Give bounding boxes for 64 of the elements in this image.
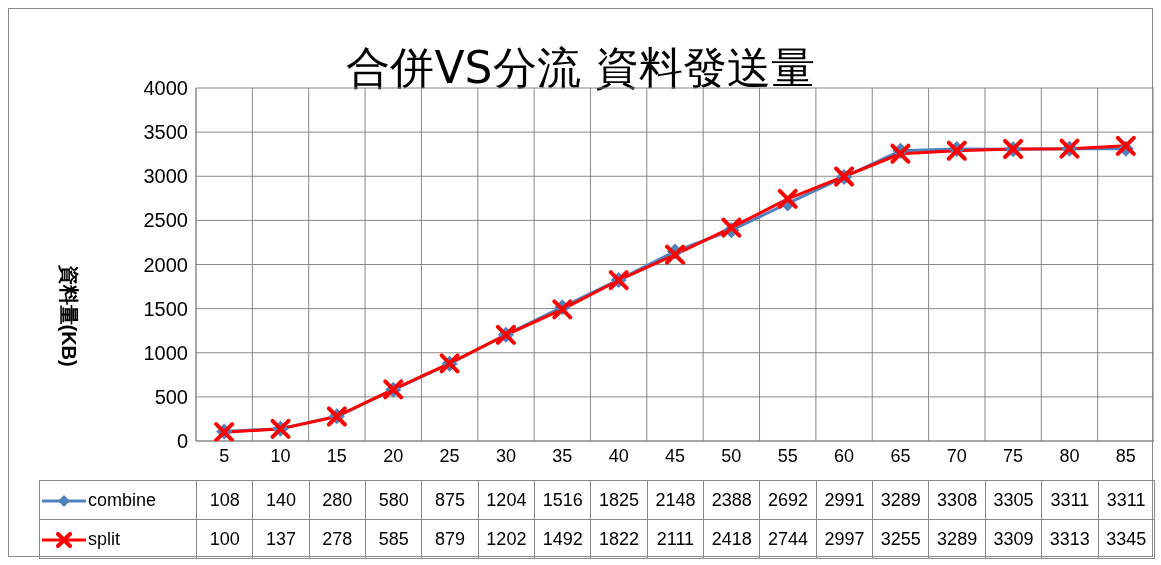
data-label: 2148 [647, 480, 704, 520]
legend-label: split [39, 519, 197, 559]
y-tick-label: 2500 [143, 209, 188, 232]
data-label: 879 [421, 519, 479, 559]
data-label: 100 [196, 519, 253, 559]
y-tick-label: 4000 [143, 77, 188, 100]
y-tick-label: 1000 [143, 341, 188, 364]
x-tick-label: 45 [664, 445, 686, 466]
y-tick-label: 500 [154, 385, 188, 408]
data-label: 1825 [590, 480, 648, 520]
x-tick-label: 40 [608, 445, 629, 466]
x-tick-label: 5 [219, 445, 230, 466]
data-label: 3289 [928, 519, 986, 559]
data-label: 1204 [478, 480, 535, 520]
x-tick-label: 85 [1115, 445, 1136, 466]
data-label: 3289 [872, 480, 929, 520]
data-label: 875 [421, 480, 479, 520]
data-label: 137 [252, 519, 310, 559]
data-label: 2997 [816, 519, 873, 559]
data-label: 3345 [1098, 519, 1155, 559]
legend-label: combine [39, 480, 197, 520]
data-label: 2744 [759, 519, 817, 559]
data-label: 1822 [590, 519, 648, 559]
y-axis-title: 資料量(KB) [57, 263, 80, 367]
data-label: 2111 [647, 519, 704, 559]
x-tick-label: 55 [777, 445, 798, 466]
data-label: 2692 [759, 480, 817, 520]
y-tick-label: 2000 [143, 253, 188, 276]
data-label: 3311 [1098, 480, 1155, 520]
x-tick-label: 25 [439, 445, 460, 466]
data-label: 580 [365, 480, 422, 520]
y-tick-label: 3000 [143, 165, 188, 188]
data-label: 3255 [872, 519, 929, 559]
x-tick-label: 10 [270, 445, 291, 466]
y-tick-label: 3500 [143, 121, 188, 144]
x-tick-label: 30 [495, 445, 516, 466]
y-tick-label: 1500 [143, 297, 188, 320]
data-label: 3308 [928, 480, 986, 520]
data-label: 2418 [703, 519, 760, 559]
x-tick-label: 15 [326, 445, 347, 466]
data-label: 140 [252, 480, 310, 520]
x-tick-label: 20 [383, 445, 404, 466]
data-label: 3313 [1041, 519, 1098, 559]
data-label: 2991 [816, 480, 873, 520]
x-tick-label: 50 [721, 445, 742, 466]
x-tick-label: 80 [1059, 445, 1080, 466]
chart-title: 合併VS分流 資料發送量 [346, 42, 815, 93]
data-label: 2388 [703, 480, 760, 520]
data-label: 1516 [534, 480, 591, 520]
data-label: 3311 [1041, 480, 1098, 520]
data-label: 3309 [985, 519, 1042, 559]
data-label: 280 [309, 480, 366, 520]
data-label: 108 [196, 480, 253, 520]
x-tick-label: 65 [890, 445, 911, 466]
data-label: 585 [365, 519, 422, 559]
data-label: 278 [309, 519, 366, 559]
data-label: 1202 [478, 519, 535, 559]
x-tick-label: 75 [1003, 445, 1024, 466]
y-tick-label: 0 [176, 430, 188, 453]
data-label: 3305 [985, 480, 1042, 520]
x-tick-label: 70 [946, 445, 967, 466]
x-tick-label: 35 [552, 445, 573, 466]
data-label: 1492 [534, 519, 591, 559]
x-tick-label: 60 [834, 445, 855, 466]
